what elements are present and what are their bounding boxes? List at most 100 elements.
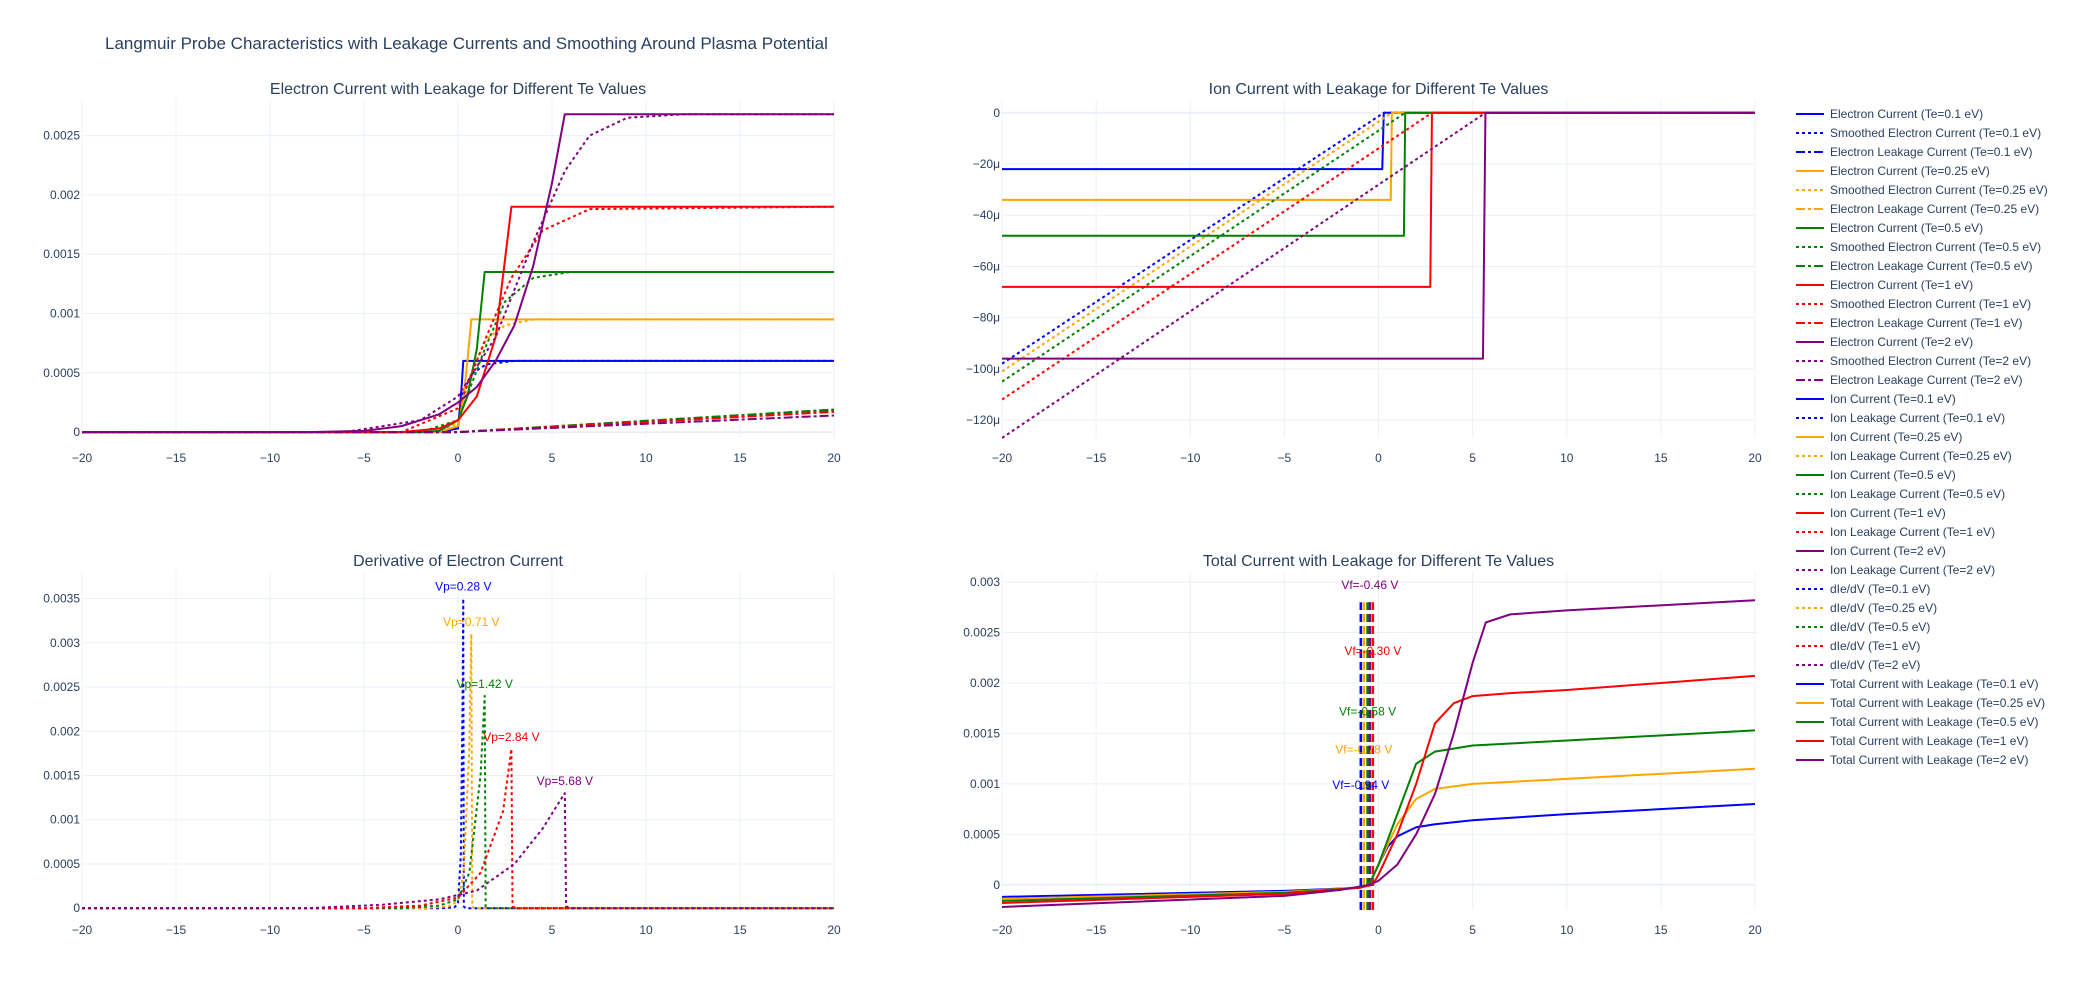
annotation-label: Vp=1.42 V <box>457 677 513 691</box>
legend-item[interactable]: Total Current with Leakage (Te=1 eV) <box>1796 734 2028 748</box>
legend-item[interactable]: Smoothed Electron Current (Te=0.1 eV) <box>1796 126 2041 140</box>
legend-item[interactable]: Ion Leakage Current (Te=0.1 eV) <box>1796 411 2005 425</box>
legend-item[interactable]: dIe/dV (Te=2 eV) <box>1796 658 1920 672</box>
legend-item[interactable]: Smoothed Electron Current (Te=0.5 eV) <box>1796 240 2041 254</box>
x-tick-label: 20 <box>1748 923 1762 937</box>
legend-item[interactable]: Smoothed Electron Current (Te=2 eV) <box>1796 354 2031 368</box>
legend-item[interactable]: Ion Leakage Current (Te=0.25 eV) <box>1796 449 2012 463</box>
legend[interactable]: Electron Current (Te=0.1 eV) Smoothed Ele… <box>1796 107 2048 767</box>
series-line <box>82 597 834 910</box>
y-tick-label: 0.0015 <box>43 769 80 783</box>
subplot-title: Derivative of Electron Current <box>353 553 563 570</box>
legend-label: dIe/dV (Te=2 eV) <box>1830 658 1920 672</box>
annotation-label: Vp=5.68 V <box>537 774 593 788</box>
x-tick-label: −10 <box>260 923 281 937</box>
series-line <box>82 318 834 434</box>
y-tick-label: 0.001 <box>970 777 1000 791</box>
legend-item[interactable]: Ion Leakage Current (Te=2 eV) <box>1796 563 1995 577</box>
legend-label: dIe/dV (Te=0.1 eV) <box>1830 582 1930 596</box>
legend-item[interactable]: Electron Leakage Current (Te=0.1 eV) <box>1796 145 2032 159</box>
series-line <box>82 318 834 434</box>
x-tick-label: −5 <box>357 451 371 465</box>
x-tick-label: 15 <box>733 923 747 937</box>
y-tick-label: 0.0005 <box>43 857 80 871</box>
x-tick-label: −15 <box>1086 923 1107 937</box>
x-tick-label: 5 <box>1469 451 1476 465</box>
legend-item[interactable]: Electron Current (Te=0.1 eV) <box>1796 107 1983 121</box>
legend-label: Ion Current (Te=0.1 eV) <box>1830 392 1956 406</box>
legend-label: Total Current with Leakage (Te=1 eV) <box>1830 734 2028 748</box>
series-line <box>82 414 834 434</box>
y-tick-label: 0.0015 <box>963 726 1000 740</box>
y-tick-label: −120μ <box>966 413 1000 427</box>
legend-item[interactable]: Electron Leakage Current (Te=2 eV) <box>1796 373 2022 387</box>
legend-item[interactable]: Total Current with Leakage (Te=0.25 eV) <box>1796 696 2045 710</box>
subplot-total: Total Current with Leakage for Different… <box>963 553 1762 937</box>
legend-item[interactable]: Smoothed Electron Current (Te=1 eV) <box>1796 297 2031 311</box>
legend-item[interactable]: Ion Current (Te=1 eV) <box>1796 506 1946 520</box>
legend-item[interactable]: Ion Current (Te=0.25 eV) <box>1796 430 1962 444</box>
legend-item[interactable]: dIe/dV (Te=0.25 eV) <box>1796 601 1937 615</box>
legend-item[interactable]: dIe/dV (Te=1 eV) <box>1796 639 1920 653</box>
series-line <box>1002 111 1755 360</box>
x-tick-label: −10 <box>260 451 281 465</box>
legend-item[interactable]: Smoothed Electron Current (Te=0.25 eV) <box>1796 183 2048 197</box>
legend-item[interactable]: Electron Leakage Current (Te=0.25 eV) <box>1796 202 2039 216</box>
legend-item[interactable]: Total Current with Leakage (Te=0.1 eV) <box>1796 677 2038 691</box>
legend-item[interactable]: Ion Leakage Current (Te=0.5 eV) <box>1796 487 2005 501</box>
plot-area <box>1002 599 1755 910</box>
y-tick-label: −60μ <box>973 259 1000 273</box>
legend-item[interactable]: Ion Current (Te=0.1 eV) <box>1796 392 1956 406</box>
subplot-title: Total Current with Leakage for Different… <box>1203 553 1554 570</box>
annotation-label: Vf=-0.30 V <box>1344 644 1401 658</box>
legend-item[interactable]: Electron Current (Te=2 eV) <box>1796 335 1973 349</box>
legend-item[interactable]: Electron Leakage Current (Te=0.5 eV) <box>1796 259 2032 273</box>
legend-label: Electron Leakage Current (Te=0.1 eV) <box>1830 145 2032 159</box>
legend-label: Smoothed Electron Current (Te=2 eV) <box>1830 354 2031 368</box>
legend-label: Smoothed Electron Current (Te=0.5 eV) <box>1830 240 2041 254</box>
x-tick-label: −20 <box>992 451 1013 465</box>
y-tick-label: 0.0005 <box>43 366 80 380</box>
y-tick-label: −80μ <box>973 311 1000 325</box>
y-tick-label: 0.001 <box>50 306 80 320</box>
x-tick-label: −5 <box>1278 923 1292 937</box>
legend-item[interactable]: Ion Leakage Current (Te=1 eV) <box>1796 525 1995 539</box>
legend-item[interactable]: Electron Current (Te=0.25 eV) <box>1796 164 1990 178</box>
legend-item[interactable]: Ion Current (Te=2 eV) <box>1796 544 1946 558</box>
x-tick-label: −15 <box>166 451 187 465</box>
legend-item[interactable]: Electron Current (Te=0.5 eV) <box>1796 221 1983 235</box>
series-line <box>82 694 834 910</box>
x-tick-label: −5 <box>1278 451 1292 465</box>
series-line <box>1002 111 1755 439</box>
legend-item[interactable]: Electron Leakage Current (Te=1 eV) <box>1796 316 2022 330</box>
subplot-title: Electron Current with Leakage for Differ… <box>270 81 646 98</box>
x-tick-label: −15 <box>1086 451 1107 465</box>
x-tick-label: 15 <box>1654 451 1668 465</box>
legend-item[interactable]: Ion Current (Te=0.5 eV) <box>1796 468 1956 482</box>
legend-item[interactable]: Total Current with Leakage (Te=0.5 eV) <box>1796 715 2038 729</box>
series-line <box>82 792 834 910</box>
legend-label: dIe/dV (Te=0.5 eV) <box>1830 620 1930 634</box>
legend-label: Electron Current (Te=0.25 eV) <box>1830 164 1990 178</box>
legend-item[interactable]: Total Current with Leakage (Te=2 eV) <box>1796 753 2028 767</box>
x-tick-label: 0 <box>455 923 462 937</box>
y-tick-label: 0.002 <box>50 188 80 202</box>
legend-label: Total Current with Leakage (Te=0.25 eV) <box>1830 696 2045 710</box>
annotation-label: Vf=-0.78 V <box>1335 743 1392 757</box>
legend-label: Electron Current (Te=1 eV) <box>1830 278 1973 292</box>
y-tick-label: 0.0005 <box>963 827 1000 841</box>
series-line <box>82 113 834 434</box>
legend-item[interactable]: Electron Current (Te=1 eV) <box>1796 278 1973 292</box>
x-tick-label: 0 <box>455 451 462 465</box>
legend-label: Ion Current (Te=0.5 eV) <box>1830 468 1956 482</box>
legend-item[interactable]: dIe/dV (Te=0.5 eV) <box>1796 620 1930 634</box>
y-tick-label: 0 <box>73 425 80 439</box>
x-tick-label: −5 <box>357 923 371 937</box>
x-tick-label: 20 <box>1748 451 1762 465</box>
series-line <box>1002 599 1755 908</box>
legend-item[interactable]: dIe/dV (Te=0.1 eV) <box>1796 582 1930 596</box>
legend-label: Ion Leakage Current (Te=0.1 eV) <box>1830 411 2005 425</box>
y-tick-label: 0.001 <box>50 813 80 827</box>
y-tick-label: 0.0025 <box>963 626 1000 640</box>
legend-label: Ion Current (Te=2 eV) <box>1830 544 1946 558</box>
